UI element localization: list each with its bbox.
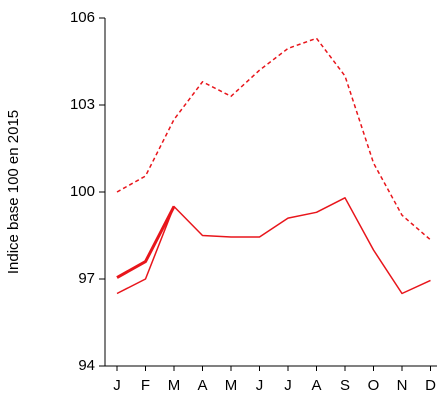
x-tick-label: D	[425, 377, 436, 394]
y-tick-label: 97	[78, 270, 95, 287]
x-tick-label: S	[340, 377, 350, 394]
x-tick-label: A	[311, 377, 321, 394]
x-tick-label: J	[284, 377, 292, 394]
y-tick-label: 94	[78, 357, 95, 374]
y-axis-label: Indice base 100 en 2015	[5, 110, 22, 274]
x-tick-label: J	[256, 377, 264, 394]
y-tick-label: 100	[70, 183, 95, 200]
line-series	[116, 197, 431, 295]
x-tick-label: N	[397, 377, 408, 394]
y-tick-label: 103	[70, 96, 95, 113]
x-tick-label: F	[141, 377, 150, 394]
x-tick-label: M	[168, 377, 181, 394]
line-series	[116, 205, 176, 279]
y-tick-label: 106	[70, 9, 95, 26]
x-tick-label: J	[113, 377, 121, 394]
x-tick-label: M	[225, 377, 238, 394]
line-series	[116, 37, 431, 241]
x-tick-label: O	[368, 377, 380, 394]
x-tick-label: A	[197, 377, 207, 394]
